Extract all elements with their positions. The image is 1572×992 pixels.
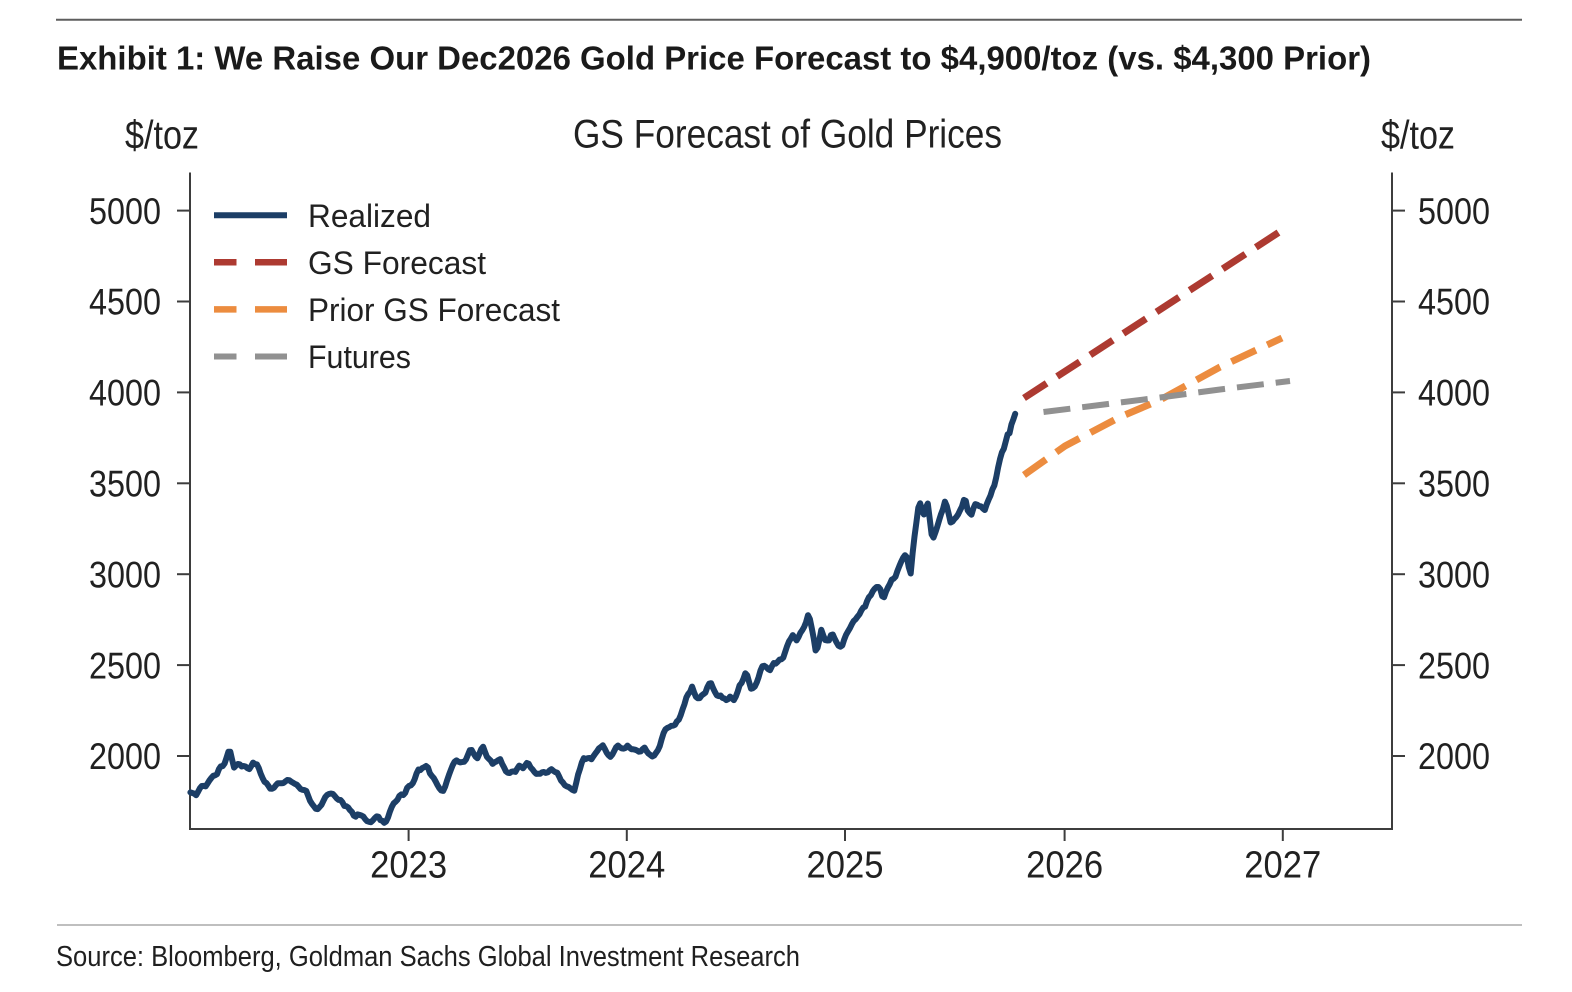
svg-text:$/toz: $/toz xyxy=(125,114,199,158)
svg-text:2025: 2025 xyxy=(807,845,884,887)
svg-text:GS Forecast of Gold Prices: GS Forecast of Gold Prices xyxy=(573,113,1002,157)
svg-text:2026: 2026 xyxy=(1026,845,1103,887)
svg-text:3000: 3000 xyxy=(89,554,161,595)
svg-text:5000: 5000 xyxy=(89,191,161,232)
svg-text:3000: 3000 xyxy=(1418,554,1490,595)
svg-text:Prior GS Forecast: Prior GS Forecast xyxy=(308,292,560,328)
svg-text:4000: 4000 xyxy=(1418,373,1490,414)
svg-text:2024: 2024 xyxy=(588,845,665,887)
svg-text:4500: 4500 xyxy=(89,282,161,323)
svg-text:Exhibit 1: We Raise Our Dec202: Exhibit 1: We Raise Our Dec2026 Gold Pri… xyxy=(57,40,1371,77)
svg-text:2027: 2027 xyxy=(1244,845,1321,887)
svg-text:5000: 5000 xyxy=(1418,191,1490,232)
svg-text:2023: 2023 xyxy=(370,845,447,887)
svg-text:Futures: Futures xyxy=(308,339,411,375)
svg-text:2500: 2500 xyxy=(89,645,161,686)
svg-text:2000: 2000 xyxy=(1418,736,1490,777)
svg-text:$/toz: $/toz xyxy=(1381,114,1455,158)
svg-text:GS Forecast: GS Forecast xyxy=(308,245,486,281)
svg-text:Realized: Realized xyxy=(308,198,431,234)
svg-text:3500: 3500 xyxy=(89,464,161,505)
svg-text:4500: 4500 xyxy=(1418,282,1490,323)
svg-text:2500: 2500 xyxy=(1418,645,1490,686)
svg-text:4000: 4000 xyxy=(89,373,161,414)
svg-text:3500: 3500 xyxy=(1418,464,1490,505)
svg-text:Source: Bloomberg, Goldman Sac: Source: Bloomberg, Goldman Sachs Global … xyxy=(56,941,800,973)
svg-text:2000: 2000 xyxy=(89,736,161,777)
